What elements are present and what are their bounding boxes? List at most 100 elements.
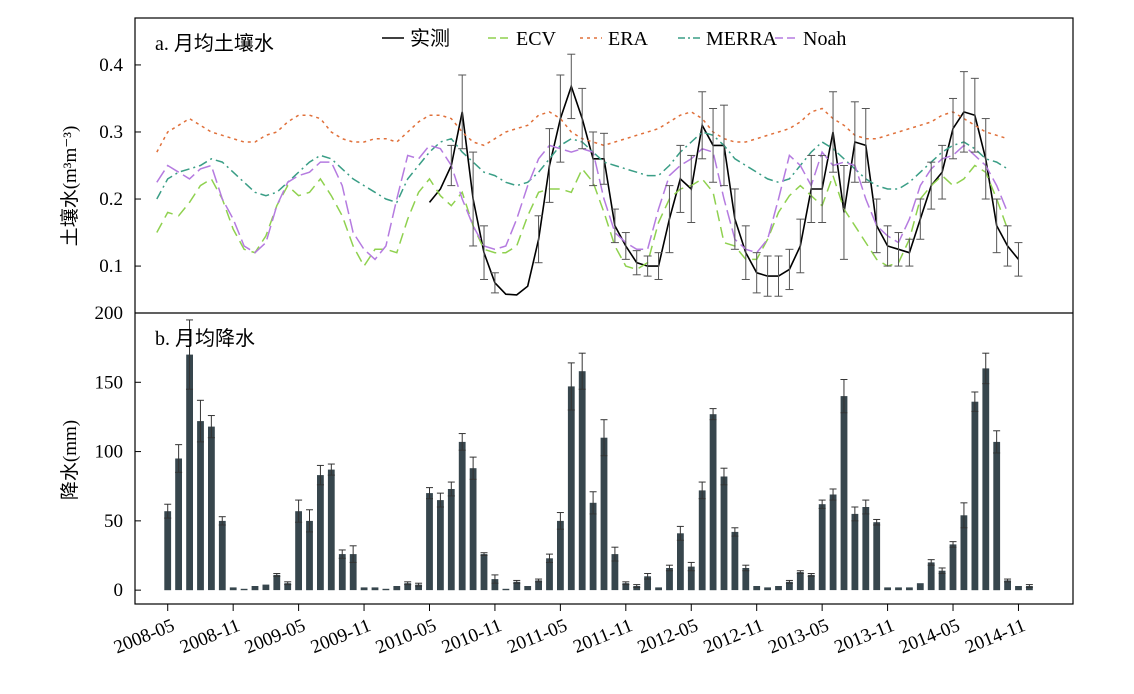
legend-label-ERA: ERA xyxy=(608,28,649,50)
precip-bar xyxy=(818,504,826,591)
plot-frame xyxy=(134,17,1074,605)
precip-bar xyxy=(524,586,532,591)
y-tick-label: 0 xyxy=(114,580,124,601)
precip-bar xyxy=(240,588,248,591)
precip-bar xyxy=(1015,586,1022,591)
precip-bar xyxy=(731,531,739,591)
precip-bar xyxy=(371,587,379,591)
precip-bar xyxy=(698,490,706,591)
precip-bar xyxy=(382,588,390,591)
precip-bar xyxy=(1004,580,1011,591)
y-tick-label: 200 xyxy=(95,303,124,324)
precip-bar xyxy=(273,574,281,591)
series-line-ECV xyxy=(156,164,1009,271)
precip-bar xyxy=(655,587,662,591)
precip-bar xyxy=(208,426,215,591)
precip-bar xyxy=(502,588,510,591)
precip-bar xyxy=(557,520,564,591)
precip-bar xyxy=(829,494,837,591)
precip-bar xyxy=(186,354,193,591)
x-tick-label: 2009-05 xyxy=(242,615,309,658)
x-tick-label: 2008-11 xyxy=(177,615,243,658)
panel-b-title: b. 月均降水 xyxy=(155,327,255,350)
y-tick-label: 50 xyxy=(104,511,123,532)
x-tick-label: 2009-11 xyxy=(308,615,374,658)
x-tick-label: 2011-05 xyxy=(504,615,570,658)
panel-soil-moisture: 0.1 0.2 0.3 0.4 a. 月均土壤水 土壤水(m³m⁻³) 实测 ECV ER… xyxy=(59,27,1023,297)
soil-moisture-lines xyxy=(156,83,1020,296)
y-tick-label: 150 xyxy=(95,372,124,393)
precip-bar xyxy=(317,475,324,591)
precip-bar xyxy=(251,586,259,591)
precip-bar xyxy=(687,566,695,591)
precip-bar xyxy=(709,414,717,591)
panel-b-y-axis-label: 降水(mm) xyxy=(59,420,81,500)
precip-bar xyxy=(567,386,575,591)
precip-bar xyxy=(338,554,346,591)
precip-bar xyxy=(862,507,870,591)
legend-label-MERRA: MERRA xyxy=(706,28,778,50)
x-tick-label: 2012-05 xyxy=(635,615,702,658)
precip-bar xyxy=(578,371,586,591)
precip-bar xyxy=(600,437,608,591)
precip-bar xyxy=(447,489,455,591)
precip-bar xyxy=(764,587,771,591)
precip-bar xyxy=(960,515,968,591)
legend-label-ECV: ECV xyxy=(516,28,557,50)
precip-bar xyxy=(589,502,597,591)
precip-bar xyxy=(480,554,488,591)
precip-bar xyxy=(349,554,357,591)
legend-label-observed: 实测 xyxy=(410,27,450,50)
precip-bar xyxy=(666,568,673,591)
precip-bar xyxy=(622,583,630,591)
legend-label-Noah: Noah xyxy=(803,28,846,50)
precip-bar xyxy=(807,574,815,591)
precip-bar xyxy=(786,581,793,591)
x-tick-label: 2010-05 xyxy=(373,615,440,658)
precip-bar xyxy=(284,583,292,591)
x-tick-label: 2014-05 xyxy=(896,615,963,658)
precip-bar xyxy=(491,579,499,591)
precip-bar xyxy=(644,576,651,591)
x-tick-label: 2011-11 xyxy=(570,615,635,658)
x-tick-label: 2008-05 xyxy=(111,615,178,658)
precip-bar xyxy=(404,583,412,591)
y-tick-label: 0.1 xyxy=(99,256,123,277)
precip-bar xyxy=(916,583,924,591)
precip-bar xyxy=(360,587,368,591)
precip-bar xyxy=(393,586,401,591)
precip-bar xyxy=(851,513,859,591)
precip-bar xyxy=(993,441,1001,591)
precipitation-bars xyxy=(164,319,1033,591)
precip-bar xyxy=(1026,586,1033,591)
precip-bar xyxy=(229,587,237,591)
precip-bar xyxy=(458,441,466,591)
precip-bar xyxy=(415,584,422,591)
precip-bar xyxy=(633,586,641,591)
panel-a-y-axis-label: 土壤水(m³m⁻³) xyxy=(59,126,81,247)
legend: 实测 ECV ERA MERRA Noah xyxy=(382,27,846,50)
precip-bar xyxy=(197,421,204,591)
precip-bar xyxy=(546,558,553,591)
soil-moisture-y-axis: 0.1 0.2 0.3 0.4 xyxy=(99,55,141,277)
observed-error-bars xyxy=(447,53,1023,297)
y-tick-label: 0.4 xyxy=(99,55,123,76)
panel-a-title: a. 月均土壤水 xyxy=(155,32,274,55)
precip-bar xyxy=(426,493,433,591)
precip-bar xyxy=(295,511,302,591)
precip-bar xyxy=(873,522,881,591)
series-line-Noah xyxy=(156,144,1009,261)
precip-bar xyxy=(742,568,750,591)
precip-bar xyxy=(175,458,182,591)
precip-bar xyxy=(938,570,946,591)
precip-bar xyxy=(927,562,935,591)
precip-bar xyxy=(982,368,990,591)
precip-bar xyxy=(677,533,684,591)
precip-bar xyxy=(840,396,848,591)
x-tick-label: 2012-11 xyxy=(701,615,767,658)
precip-bar xyxy=(611,554,619,591)
x-tick-label: 2010-11 xyxy=(439,615,505,658)
precip-bar xyxy=(327,469,335,591)
